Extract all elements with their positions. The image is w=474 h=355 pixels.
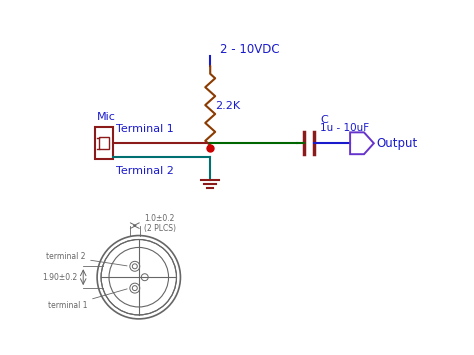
Bar [95,127,113,159]
Text: 1.0±0.2
(2 PLCS): 1.0±0.2 (2 PLCS) [144,214,176,233]
Text: 2 - 10VDC: 2 - 10VDC [220,43,280,55]
Bar [99,137,109,149]
Text: Terminal 1: Terminal 1 [116,124,173,134]
Text: terminal 2: terminal 2 [46,252,127,266]
Text: 1.90±0.2: 1.90±0.2 [42,273,77,282]
Text: terminal 1: terminal 1 [48,289,127,311]
Text: 1u - 10uF: 1u - 10uF [320,123,369,133]
Text: Terminal 2: Terminal 2 [116,166,174,176]
Text: C: C [320,115,328,125]
Text: Mic: Mic [97,113,116,122]
Text: Output: Output [377,137,418,150]
Text: 2.2K: 2.2K [215,100,240,110]
